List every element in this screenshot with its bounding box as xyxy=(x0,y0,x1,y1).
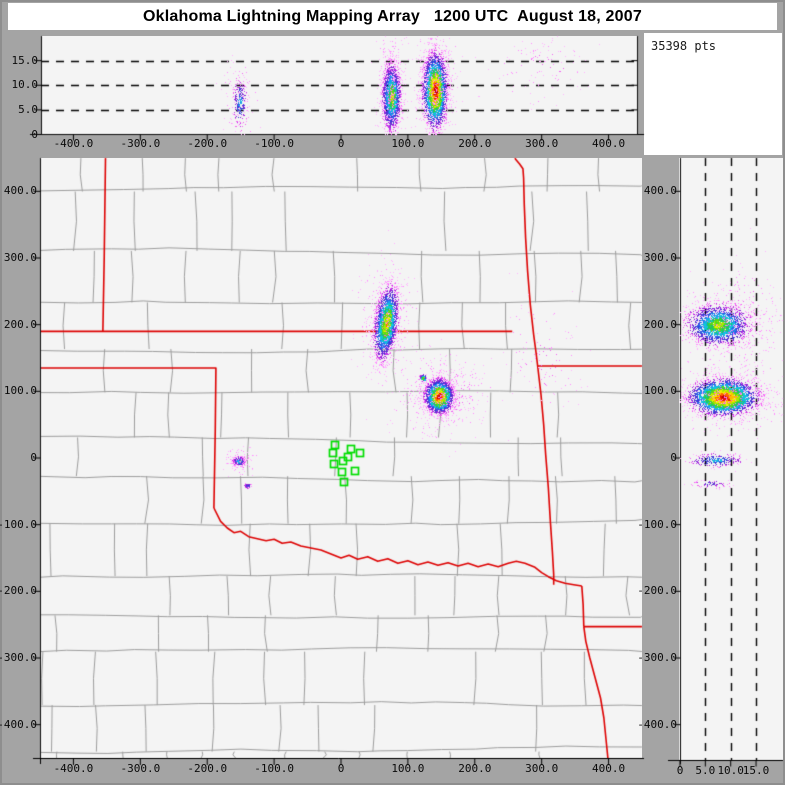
main-y-tick-label: 300.0 xyxy=(3,251,37,264)
main-y-tick-label: -300.0 xyxy=(0,651,37,664)
right-x-tick-label: 10.0 xyxy=(717,764,744,777)
main-y-tick-label: 200.0 xyxy=(3,317,37,331)
main-x-tick-label: -300.0 xyxy=(120,762,161,775)
top-x-tick-label: 100.0 xyxy=(391,137,425,150)
right-y-tick-label: -200.0 xyxy=(637,584,677,598)
right-y-tick-label: 400.0 xyxy=(643,184,677,198)
page-title: Oklahoma Lightning Mapping Array 1200 UT… xyxy=(143,7,642,25)
main-x-tick-label: 0 xyxy=(337,762,345,775)
right-y-tick-label: -300.0 xyxy=(637,651,677,664)
main-x-tick-label: -100.0 xyxy=(254,762,294,775)
top-x-tick-label: -300.0 xyxy=(120,137,161,150)
main-x-tick-label: 200.0 xyxy=(458,762,492,775)
top-x-tick-label: 0 xyxy=(337,137,345,150)
points-count-panel: 35398 pts xyxy=(644,33,782,155)
right-y-tick-label: -100.0 xyxy=(637,517,677,531)
top-x-tick-label: -400.0 xyxy=(53,137,94,150)
points-count-label: 35398 pts xyxy=(651,39,717,53)
top-x-tick-label: -200.0 xyxy=(187,137,228,150)
main-y-tick-label: 100.0 xyxy=(3,384,37,398)
main-x-tick-label: 100.0 xyxy=(391,762,425,775)
right-y-tick-label: 300.0 xyxy=(643,251,677,264)
main-y-tick-label: 0 xyxy=(30,451,37,464)
main-y-tick-label: -400.0 xyxy=(0,717,37,731)
title-bar: Oklahoma Lightning Mapping Array 1200 UT… xyxy=(8,3,777,30)
main-x-tick-label: 300.0 xyxy=(525,762,559,775)
right-x-tick-label: 15.0 xyxy=(742,764,770,777)
right-y-tick-label: -400.0 xyxy=(637,717,677,731)
top-y-tick-label: 5.0 xyxy=(18,102,38,116)
main-y-tick-label: 400.0 xyxy=(3,184,37,198)
top-x-tick-label: 400.0 xyxy=(591,137,626,150)
plan-view-plot[interactable] xyxy=(40,158,642,758)
right-y-tick-label: 100.0 xyxy=(643,384,677,398)
right-y-tick-label: 0 xyxy=(670,451,677,464)
altitude-ns-plot[interactable] xyxy=(679,158,783,760)
top-x-tick-label: -100.0 xyxy=(254,137,294,150)
main-x-tick-label: 400.0 xyxy=(591,762,626,775)
top-x-tick-label: 200.0 xyxy=(458,137,492,150)
top-y-tick-label: 15.0 xyxy=(11,53,39,67)
main-y-tick-label: -100.0 xyxy=(0,517,37,531)
top-y-tick-label: 0 xyxy=(31,127,38,141)
right-y-tick-label: 200.0 xyxy=(643,317,677,331)
top-x-tick-label: 300.0 xyxy=(525,137,559,150)
main-x-tick-label: -400.0 xyxy=(53,762,94,775)
right-x-tick-label: 5.0 xyxy=(695,764,716,777)
top-y-tick-label: 10.0 xyxy=(11,78,39,92)
ew-altitude-plot[interactable] xyxy=(41,36,638,135)
main-y-tick-label: -200.0 xyxy=(0,584,37,598)
main-x-tick-label: -200.0 xyxy=(187,762,228,775)
right-x-tick-label: 0 xyxy=(676,764,684,777)
